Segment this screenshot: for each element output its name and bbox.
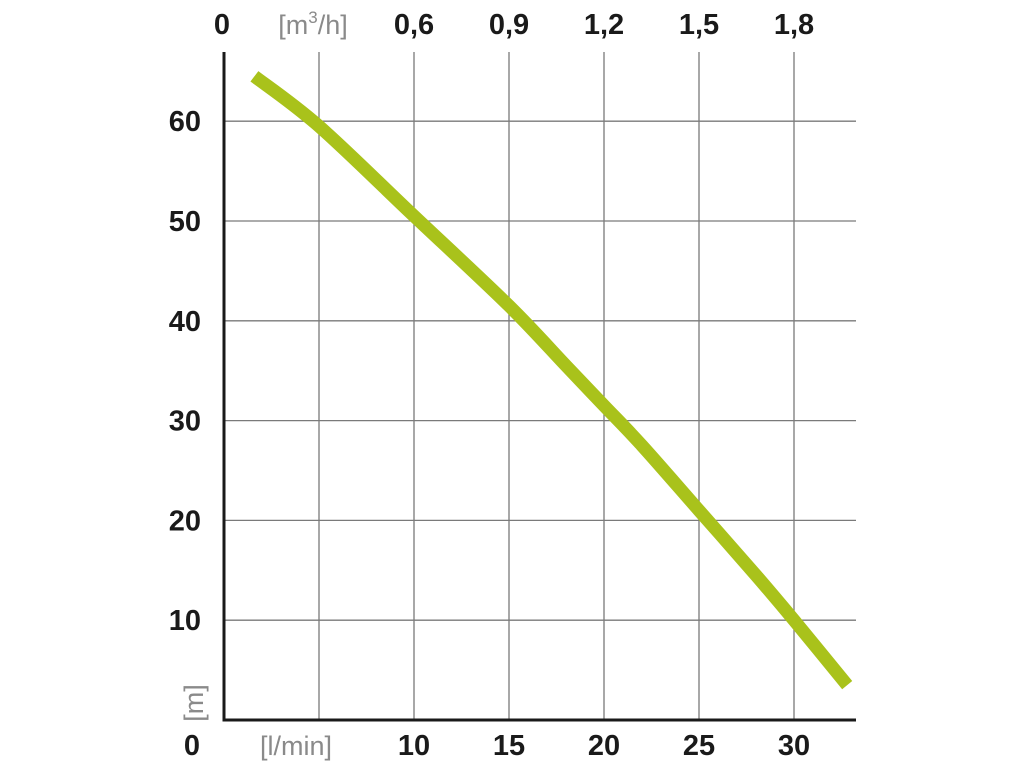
y-tick-label: 60 xyxy=(169,106,201,138)
x-bottom-unit-label: [l/min] xyxy=(260,731,332,761)
x-top-tick-label: 1,5 xyxy=(679,9,719,41)
series xyxy=(250,71,853,690)
y-unit-label: [m] xyxy=(179,684,209,722)
x-bottom-tick-label: 30 xyxy=(778,730,810,762)
series-line-0 xyxy=(250,71,853,690)
x-bottom-tick-label: 20 xyxy=(588,730,620,762)
x-top-tick-label: 1,8 xyxy=(774,9,814,41)
x-top-tick-label: 0 xyxy=(214,9,230,41)
y-tick-label: 50 xyxy=(169,206,201,238)
x-bottom-tick-label: 0 xyxy=(184,730,200,762)
x-top-unit-label: [m3/h] xyxy=(278,8,348,40)
y-tick-label: 10 xyxy=(169,605,201,637)
x-top-tick-label: 0,9 xyxy=(489,9,529,41)
axes xyxy=(222,52,856,722)
x-top-tick-label: 0,6 xyxy=(394,9,434,41)
x-bottom-tick-label: 10 xyxy=(398,730,430,762)
y-tick-label: 40 xyxy=(169,306,201,338)
y-tick-label: 30 xyxy=(169,406,201,438)
x-top-tick-label: 1,2 xyxy=(584,9,624,41)
x-bottom-tick-label: 15 xyxy=(493,730,525,762)
y-tick-label: 20 xyxy=(169,505,201,537)
grid xyxy=(224,52,856,720)
tick-labels: 0 10 15 20 25 30 0 0,6 0,9 1,2 1,5 1,8 10 20 30 40 50 60 xyxy=(169,9,814,762)
x-bottom-tick-label: 25 xyxy=(683,730,715,762)
